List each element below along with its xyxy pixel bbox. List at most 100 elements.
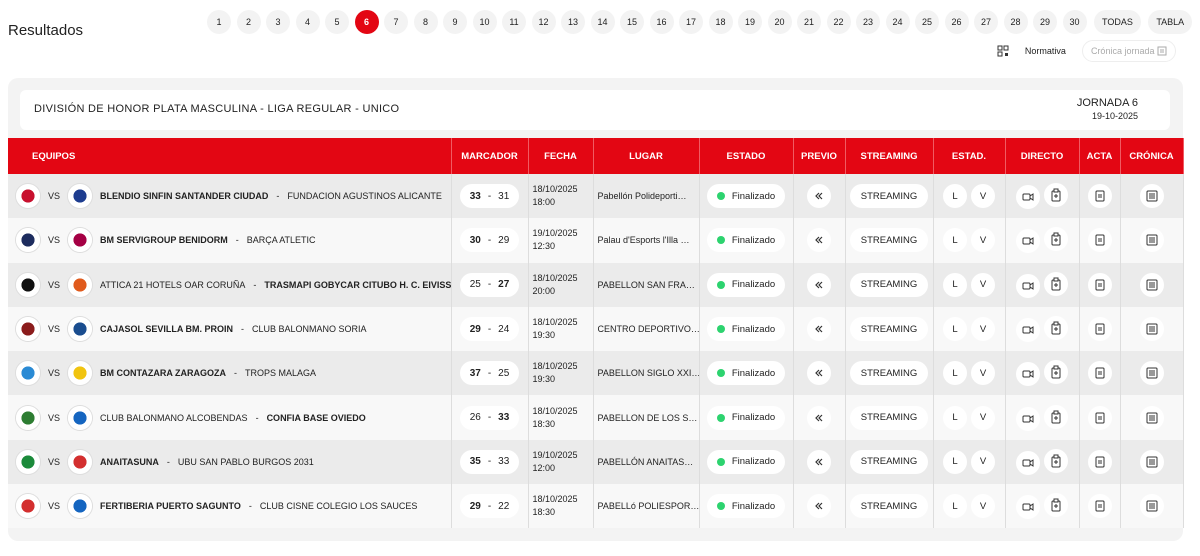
round-button[interactable]: 17 (679, 10, 703, 34)
visitor-stats[interactable]: V (971, 405, 995, 430)
rules-button[interactable]: Normativa (1016, 40, 1074, 62)
preview-button[interactable] (807, 272, 831, 297)
round-button[interactable]: 8 (413, 10, 438, 34)
preview-button[interactable] (807, 184, 831, 209)
round-button[interactable]: 7 (384, 10, 408, 34)
chronicle-button[interactable]: Crónica jornada (1081, 40, 1176, 62)
chronicle-button[interactable] (1139, 184, 1164, 209)
report-button[interactable] (1087, 405, 1112, 430)
home-team[interactable]: FERTIBERIA PUERTO SAGUNTO (100, 501, 241, 512)
video-button[interactable] (1016, 229, 1040, 254)
round-button[interactable]: 3 (266, 10, 290, 34)
round-button[interactable]: 4 (295, 10, 320, 34)
report-button[interactable] (1087, 228, 1112, 253)
round-button[interactable]: 1 (207, 10, 231, 34)
away-team[interactable]: FUNDACION AGUSTINOS ALICANTE (287, 191, 442, 202)
streaming-button[interactable]: STREAMING (849, 361, 929, 386)
home-team[interactable]: ANAITASUNA (100, 456, 159, 467)
live-stats-button[interactable] (1044, 183, 1068, 208)
report-button[interactable] (1087, 361, 1112, 386)
preview-button[interactable] (807, 361, 831, 386)
preview-button[interactable] (807, 317, 831, 342)
home-team[interactable]: CAJASOL SEVILLA BM. PROIN (100, 324, 234, 335)
away-team[interactable]: BARÇA ATLETIC (246, 235, 316, 246)
home-team[interactable]: ATTICA 21 HOTELS OAR CORUÑA (100, 279, 246, 290)
chronicle-button[interactable] (1139, 272, 1164, 297)
round-button[interactable]: 23 (856, 10, 880, 34)
chronicle-button[interactable] (1139, 405, 1164, 430)
home-team[interactable]: BLENDIO SINFIN SANTANDER CIUDAD (100, 191, 269, 202)
round-button[interactable]: 24 (885, 10, 910, 34)
round-button[interactable]: 26 (944, 10, 969, 34)
away-team[interactable]: TRASMAPI GOBYCAR CITUBO H. C. EIVISSA (264, 279, 451, 290)
streaming-button[interactable]: STREAMING (849, 228, 929, 253)
visitor-stats[interactable]: V (971, 317, 995, 342)
chronicle-button[interactable] (1139, 228, 1164, 253)
local-stats[interactable]: L (943, 272, 967, 297)
chronicle-button[interactable] (1139, 317, 1164, 342)
video-button[interactable] (1016, 273, 1040, 298)
chronicle-button[interactable] (1139, 361, 1164, 386)
round-button[interactable]: 14 (590, 10, 615, 34)
video-button[interactable] (1016, 450, 1040, 475)
round-button[interactable]: 15 (620, 10, 644, 34)
live-stats-button[interactable] (1044, 227, 1068, 252)
streaming-button[interactable]: STREAMING (849, 272, 929, 297)
round-button[interactable]: 16 (649, 10, 674, 34)
preview-button[interactable] (807, 494, 831, 519)
report-button[interactable] (1087, 449, 1112, 474)
round-button[interactable]: 22 (826, 10, 851, 34)
away-team[interactable]: CLUB BALONMANO SORIA (252, 324, 367, 335)
round-button[interactable]: 27 (974, 10, 998, 34)
live-stats-button[interactable] (1044, 404, 1068, 429)
round-button[interactable]: 20 (767, 10, 792, 34)
video-button[interactable] (1016, 406, 1040, 431)
round-button[interactable]: 30 (1062, 10, 1087, 34)
live-stats-button[interactable] (1044, 316, 1068, 341)
local-stats[interactable]: L (943, 317, 967, 342)
round-button[interactable]: 10 (472, 10, 497, 34)
round-button[interactable]: 13 (561, 10, 585, 34)
chronicle-button[interactable] (1139, 449, 1164, 474)
visitor-stats[interactable]: V (971, 494, 995, 519)
home-team[interactable]: CLUB BALONMANO ALCOBENDAS (100, 412, 248, 423)
away-team[interactable]: CONFIA BASE OVIEDO (266, 412, 366, 423)
video-button[interactable] (1016, 185, 1040, 210)
video-button[interactable] (1016, 495, 1040, 520)
local-stats[interactable]: L (943, 449, 967, 474)
visitor-stats[interactable]: V (971, 449, 995, 474)
streaming-button[interactable]: STREAMING (849, 494, 929, 519)
live-stats-button[interactable] (1044, 448, 1068, 473)
round-button[interactable]: 12 (531, 10, 556, 34)
streaming-button[interactable]: STREAMING (849, 317, 929, 342)
round-button[interactable]: 18 (708, 10, 733, 34)
round-button[interactable]: 29 (1033, 10, 1057, 34)
round-button[interactable]: TODAS (1094, 10, 1141, 34)
preview-button[interactable] (807, 405, 831, 430)
qr-icon[interactable] (997, 45, 1009, 57)
local-stats[interactable]: L (943, 184, 967, 209)
round-button[interactable]: 5 (325, 10, 349, 34)
round-button[interactable]: 25 (915, 10, 939, 34)
live-stats-button[interactable] (1044, 360, 1068, 385)
streaming-button[interactable]: STREAMING (849, 405, 929, 430)
live-stats-button[interactable] (1044, 271, 1068, 296)
video-button[interactable] (1016, 318, 1040, 343)
preview-button[interactable] (807, 449, 831, 474)
round-button[interactable]: 28 (1003, 10, 1028, 34)
live-stats-button[interactable] (1044, 493, 1068, 518)
round-button[interactable]: TABLA (1148, 10, 1193, 34)
away-team[interactable]: TROPS MALAGA (245, 368, 317, 379)
streaming-button[interactable]: STREAMING (849, 449, 929, 474)
report-button[interactable] (1087, 317, 1112, 342)
local-stats[interactable]: L (943, 405, 967, 430)
visitor-stats[interactable]: V (971, 272, 995, 297)
home-team[interactable]: BM SERVIGROUP BENIDORM (100, 235, 228, 246)
report-button[interactable] (1087, 494, 1112, 519)
round-button[interactable]: 11 (502, 10, 526, 34)
chronicle-button[interactable] (1139, 494, 1164, 519)
round-button[interactable]: 19 (738, 10, 762, 34)
preview-button[interactable] (807, 228, 831, 253)
away-team[interactable]: UBU SAN PABLO BURGOS 2031 (177, 456, 314, 467)
streaming-button[interactable]: STREAMING (849, 184, 929, 209)
